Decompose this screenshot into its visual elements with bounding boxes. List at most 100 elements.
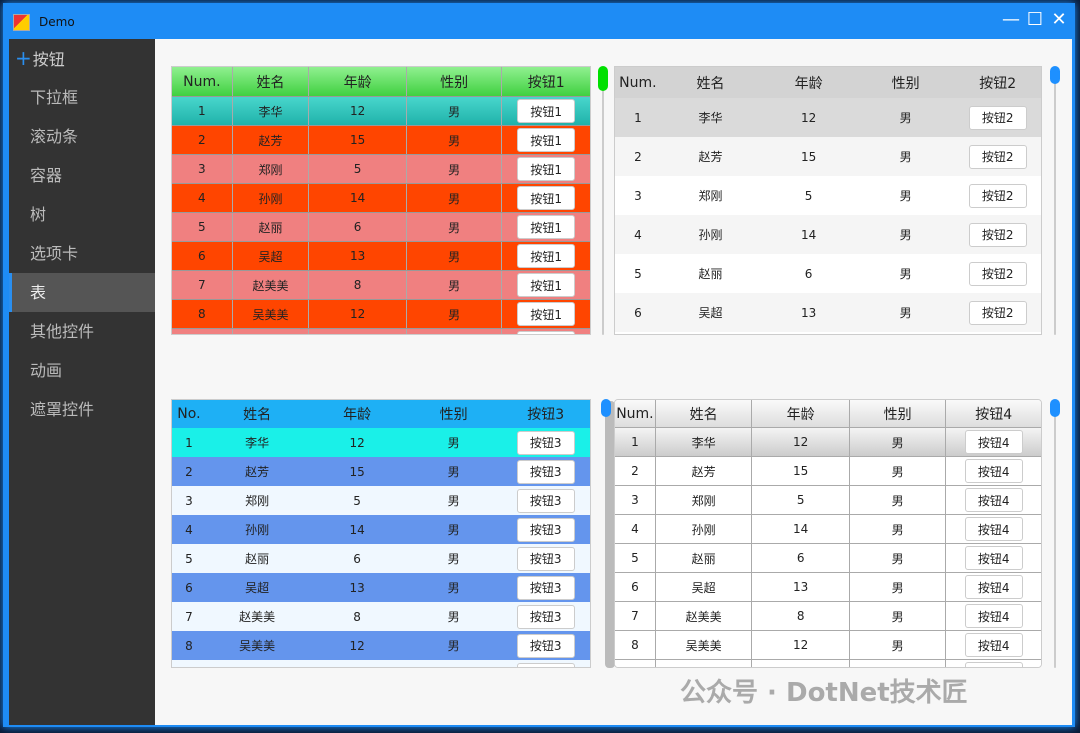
scrollbar-thumb[interactable] (601, 399, 611, 417)
row-button[interactable]: 按钮3 (516, 633, 575, 658)
table-row[interactable]: 7 赵美美 8 男按钮4 (615, 601, 1041, 630)
minimize-button[interactable]: — (1002, 9, 1020, 30)
column-header[interactable]: Num. (619, 74, 657, 91)
row-button[interactable]: 按钮3 (516, 459, 575, 484)
row-button[interactable]: 按钮2 (968, 183, 1027, 208)
scrollbar-thumb[interactable] (598, 66, 608, 91)
table-row[interactable]: 4 孙刚 14 男 按钮3 (172, 515, 590, 544)
table-row[interactable]: 8 吴美美 12 男 按钮3 (172, 631, 590, 660)
table-row[interactable]: 1 李华 12 男按钮4 (615, 427, 1041, 456)
sidebar-item[interactable]: +按钮 (9, 39, 155, 78)
scrollbar-thumb[interactable] (1050, 399, 1060, 417)
row-button[interactable]: 按钮4 (964, 459, 1023, 483)
scrollbar-track[interactable] (602, 68, 604, 335)
row-button[interactable]: 按钮2 (968, 105, 1027, 130)
row-button[interactable]: 按钮4 (964, 662, 1023, 667)
sidebar-item[interactable]: 滚动条 (9, 117, 155, 156)
column-header[interactable]: 按钮3 (527, 407, 565, 423)
table-row[interactable]: 7 赵美美 8 男 按钮3 (172, 602, 590, 631)
row-button[interactable]: 按钮1 (517, 244, 576, 268)
table-row[interactable]: 9 按钮1 (172, 328, 590, 334)
table-row[interactable]: 8 吴美美 12 男按钮4 (615, 630, 1041, 659)
row-button[interactable]: 按钮1 (517, 186, 576, 210)
column-header[interactable]: 年龄 (343, 407, 372, 423)
sidebar-item[interactable]: 其他控件 (9, 312, 155, 351)
scrollbar-track[interactable] (1054, 401, 1056, 668)
table-row[interactable]: 3 郑刚 5 男 按钮3 (172, 486, 590, 515)
table-row[interactable]: 2 赵芳 15 男 按钮3 (172, 457, 590, 486)
row-button[interactable]: 按钮3 (516, 430, 575, 455)
table-row[interactable]: 6 吴超 13 男按钮4 (615, 572, 1041, 601)
column-header[interactable]: 性别 (848, 400, 946, 427)
row-button[interactable]: 按钮3 (516, 575, 575, 600)
table-row[interactable]: 9 按钮3 (172, 660, 590, 667)
column-header[interactable]: 性别 (439, 407, 468, 423)
column-header[interactable]: 姓名 (654, 400, 752, 427)
table-row[interactable]: 6 吴超 13 男按钮1 (172, 241, 590, 270)
column-header[interactable]: 年龄 (308, 67, 406, 96)
row-button[interactable]: 按钮4 (964, 488, 1023, 512)
table-row[interactable]: 5 赵丽 6 男 按钮3 (172, 544, 590, 573)
table-row[interactable]: 2 赵芳 15 男 按钮2 (615, 137, 1041, 176)
table-row[interactable]: 3 郑刚 5 男 按钮2 (615, 176, 1041, 215)
row-button[interactable]: 按钮3 (516, 546, 575, 571)
row-button[interactable]: 按钮2 (968, 261, 1027, 286)
row-button[interactable]: 按钮2 (968, 300, 1027, 325)
table-row[interactable]: 7 赵美美 8 男按钮1 (172, 270, 590, 299)
row-button[interactable]: 按钮3 (516, 604, 575, 629)
sidebar-item[interactable]: 动画 (9, 351, 155, 390)
scrollbar-thumb[interactable] (1050, 66, 1060, 84)
row-button[interactable]: 按钮2 (968, 144, 1027, 169)
table-row[interactable]: 1 李华 12 男按钮1 (172, 96, 590, 125)
table-row[interactable]: 4 孙刚 14 男按钮4 (615, 514, 1041, 543)
table-row[interactable]: 4 孙刚 14 男 按钮2 (615, 215, 1041, 254)
table-row[interactable]: 5 赵丽 6 男按钮4 (615, 543, 1041, 572)
row-button[interactable]: 按钮2 (968, 222, 1027, 247)
row-button[interactable]: 按钮4 (964, 604, 1023, 628)
column-header[interactable]: 按钮4 (945, 400, 1041, 427)
table-row[interactable]: 7赵美美8男按钮2 (615, 332, 1041, 334)
table-row[interactable]: 3 郑刚 5 男按钮1 (172, 154, 590, 183)
sidebar-item[interactable]: 树 (9, 195, 155, 234)
table-row[interactable]: 5 赵丽 6 男按钮1 (172, 212, 590, 241)
sidebar-item[interactable]: 表 (9, 273, 155, 312)
row-button[interactable]: 按钮4 (964, 575, 1023, 599)
row-button[interactable]: 按钮4 (964, 546, 1023, 570)
table-row[interactable]: 1 李华 12 男 按钮2 (615, 98, 1041, 137)
row-button[interactable]: 按钮1 (517, 99, 576, 123)
sidebar-item[interactable]: 下拉框 (9, 78, 155, 117)
row-button[interactable]: 按钮1 (517, 302, 576, 326)
scrollbar-track[interactable] (1054, 68, 1056, 335)
table-row[interactable]: 2 赵芳 15 男按钮4 (615, 456, 1041, 485)
column-header[interactable]: Num. (183, 73, 221, 90)
close-button[interactable]: ✕ (1051, 9, 1067, 30)
column-header[interactable]: 年龄 (794, 75, 823, 92)
row-button[interactable]: 按钮4 (964, 633, 1023, 657)
row-button[interactable]: 按钮1 (517, 215, 576, 239)
column-header[interactable]: Num. (616, 405, 654, 422)
row-button[interactable]: 按钮1 (517, 331, 576, 334)
row-button[interactable]: 按钮3 (516, 517, 575, 542)
maximize-button[interactable]: ☐ (1026, 9, 1044, 30)
row-button[interactable]: 按钮3 (516, 662, 575, 667)
row-button[interactable]: 按钮1 (517, 128, 576, 152)
sidebar-item[interactable]: 选项卡 (9, 234, 155, 273)
sidebar-item[interactable]: 容器 (9, 156, 155, 195)
column-header[interactable]: 按钮1 (501, 67, 590, 96)
table-row[interactable]: 9 按钮4 (615, 659, 1041, 667)
table-row[interactable]: 3 郑刚 5 男按钮4 (615, 485, 1041, 514)
table-row[interactable]: 2 赵芳 15 男按钮1 (172, 125, 590, 154)
table-row[interactable]: 6 吴超 13 男按钮2 (615, 293, 1041, 332)
table-row[interactable]: 4 孙刚 14 男按钮1 (172, 183, 590, 212)
column-header[interactable]: 性别 (405, 67, 502, 96)
table-row[interactable]: 1 李华 12 男 按钮3 (172, 428, 590, 457)
row-button[interactable]: 按钮1 (517, 273, 576, 297)
column-header[interactable]: 按钮2 (979, 75, 1017, 92)
row-button[interactable]: 按钮4 (964, 430, 1023, 454)
column-header[interactable]: 性别 (891, 75, 920, 92)
column-header[interactable]: 年龄 (751, 400, 849, 427)
sidebar-item[interactable]: 遮罩控件 (9, 390, 155, 429)
column-header[interactable]: No. (177, 406, 201, 422)
row-button[interactable]: 按钮1 (517, 157, 576, 181)
column-header[interactable]: 姓名 (231, 67, 309, 96)
